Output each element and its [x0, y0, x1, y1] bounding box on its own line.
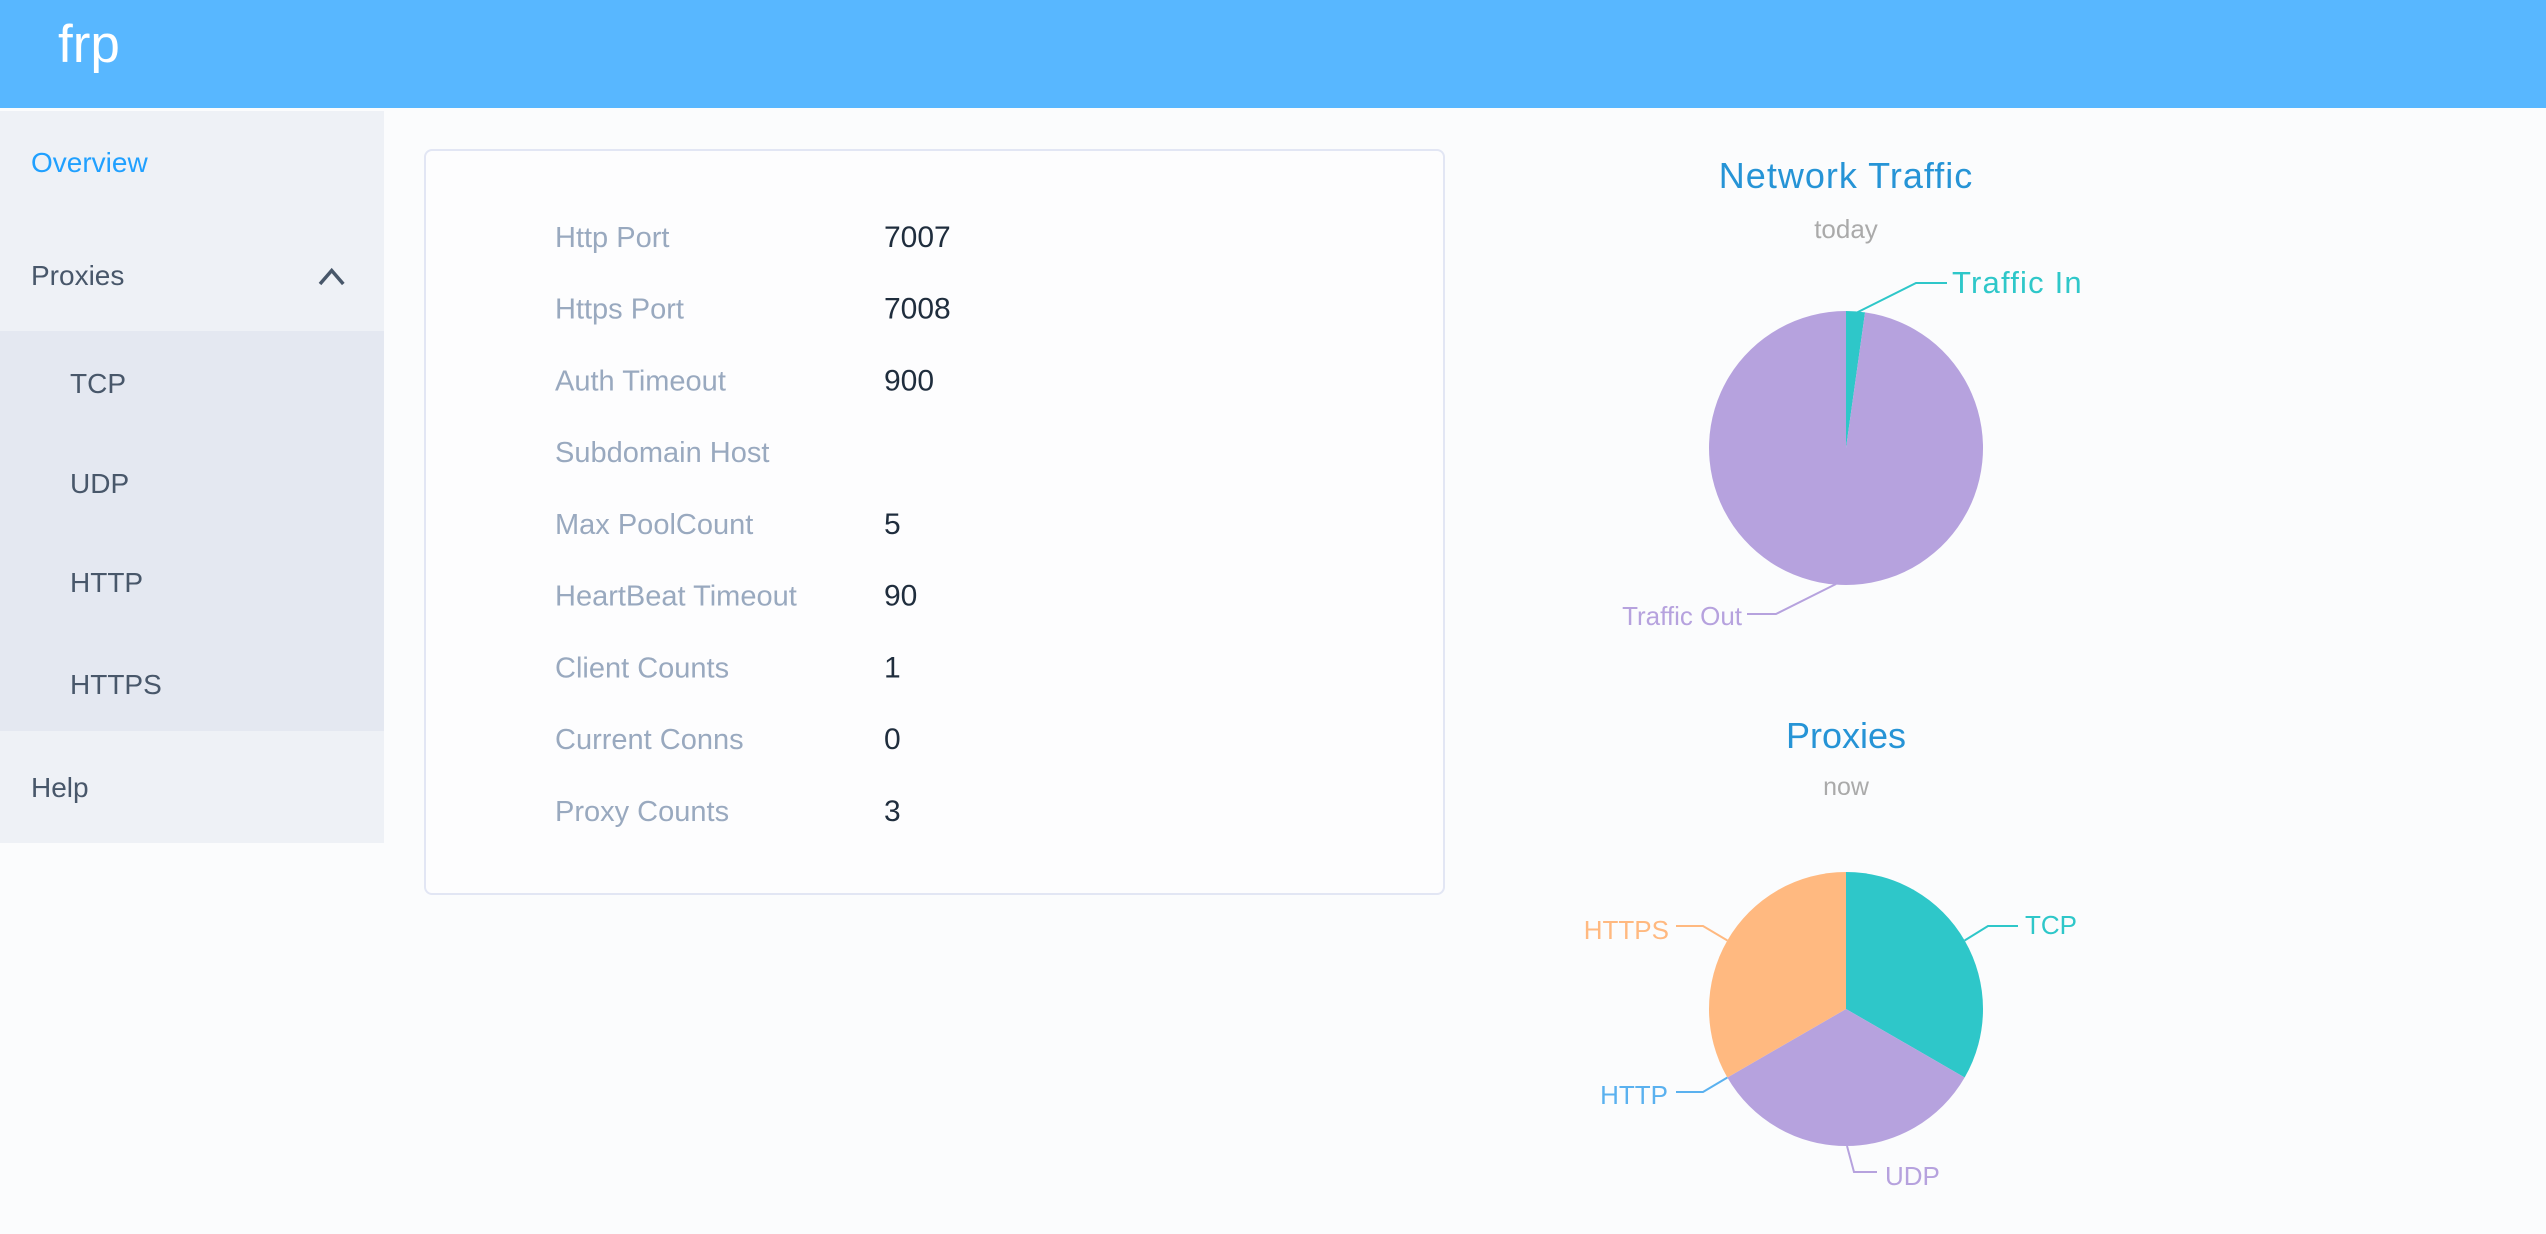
svg-text:7008: 7008: [884, 293, 951, 326]
svg-text:HTTPS: HTTPS: [1584, 915, 1669, 945]
svg-text:Help: Help: [31, 772, 89, 803]
svg-text:900: 900: [884, 365, 934, 398]
svg-text:Current Conns: Current Conns: [555, 724, 744, 756]
svg-text:Proxies: Proxies: [1786, 715, 1906, 756]
svg-text:TCP: TCP: [70, 368, 126, 399]
svg-text:Traffic Out: Traffic Out: [1622, 601, 1743, 631]
svg-text:now: now: [1823, 773, 1870, 801]
svg-text:today: today: [1814, 214, 1878, 244]
svg-text:TCP: TCP: [2025, 910, 2077, 940]
svg-text:HeartBeat Timeout: HeartBeat Timeout: [555, 581, 797, 613]
svg-text:HTTPS: HTTPS: [70, 669, 162, 700]
svg-text:UDP: UDP: [70, 468, 129, 499]
svg-text:HTTP: HTTP: [1600, 1080, 1668, 1110]
svg-text:Traffic In: Traffic In: [1952, 265, 2083, 300]
svg-text:Https Port: Https Port: [555, 294, 684, 326]
svg-text:90: 90: [884, 580, 917, 613]
svg-text:Overview: Overview: [31, 147, 148, 178]
svg-text:Proxies: Proxies: [31, 260, 124, 291]
svg-text:Max PoolCount: Max PoolCount: [555, 509, 753, 541]
svg-text:frp: frp: [58, 15, 120, 74]
svg-text:Proxy Counts: Proxy Counts: [555, 796, 729, 828]
svg-text:0: 0: [884, 723, 901, 756]
svg-text:7007: 7007: [884, 221, 951, 254]
svg-text:Http Port: Http Port: [555, 222, 669, 254]
svg-text:HTTP: HTTP: [70, 567, 143, 598]
svg-text:Subdomain Host: Subdomain Host: [555, 437, 769, 469]
svg-text:1: 1: [884, 652, 901, 685]
svg-text:UDP: UDP: [1885, 1161, 1940, 1191]
svg-text:Client Counts: Client Counts: [555, 653, 729, 685]
svg-text:3: 3: [884, 795, 901, 828]
svg-text:5: 5: [884, 508, 901, 541]
svg-text:Auth Timeout: Auth Timeout: [555, 366, 726, 398]
svg-text:Network Traffic: Network Traffic: [1719, 155, 1973, 196]
